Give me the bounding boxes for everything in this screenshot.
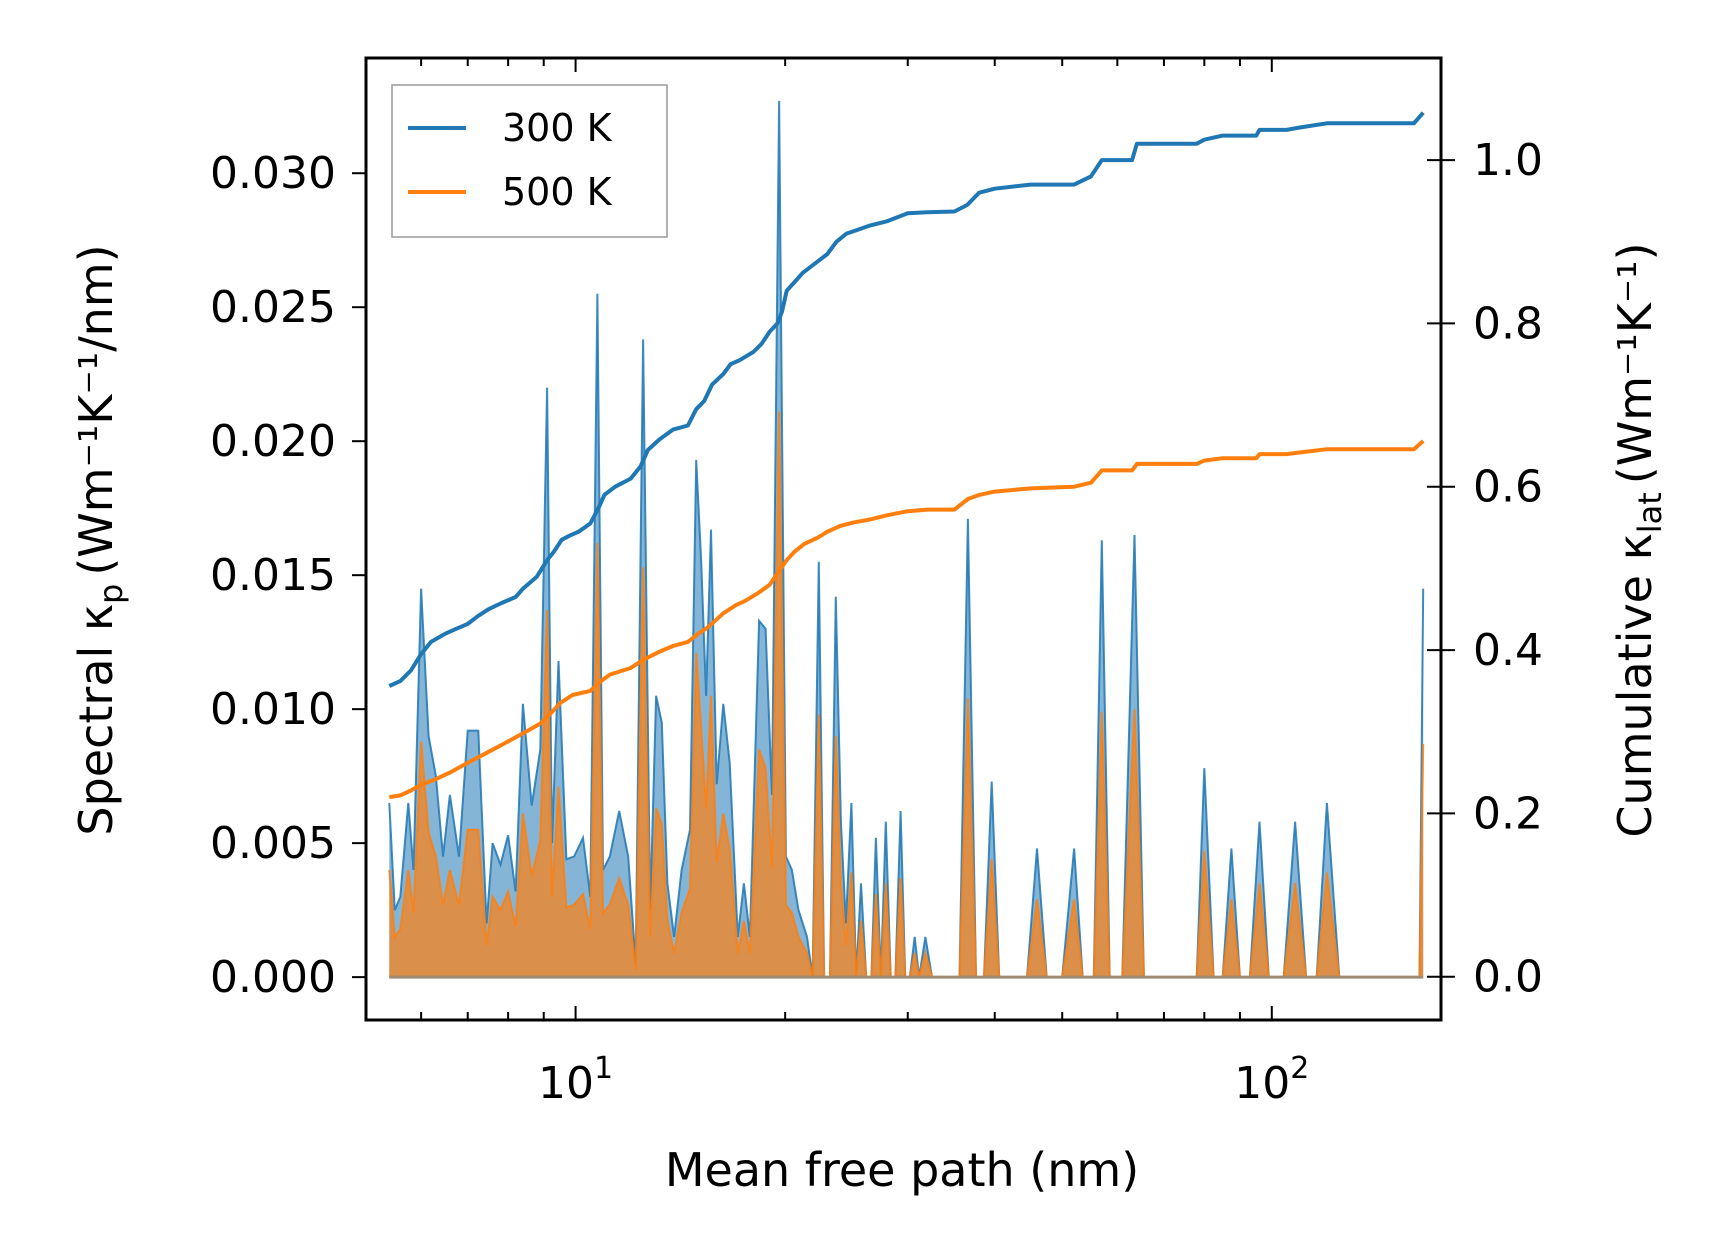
left-y-tick-label: 0.020 — [210, 416, 336, 467]
left-y-tick-label: 0.030 — [210, 148, 336, 199]
x-axis-label: Mean free path (nm) — [665, 1143, 1139, 1197]
legend-box — [391, 84, 668, 238]
left-y-tick-label: 0.025 — [210, 282, 336, 333]
legend-label-500k: 500 K — [502, 170, 613, 214]
right-y-tick-label: 0.6 — [1473, 462, 1543, 513]
left-y-tick-label: 0.000 — [210, 952, 336, 1003]
left-y-tick-label: 0.015 — [210, 550, 336, 601]
cumulative-line-500k — [388, 439, 1425, 800]
legend-label-300k: 300 K — [502, 106, 613, 150]
cumulative-line-300k — [388, 111, 1425, 688]
right-y-tick-label: 0.8 — [1473, 298, 1543, 349]
plot-frame — [364, 56, 1443, 1022]
legend: 300 K 500 K — [391, 84, 668, 238]
x-tick-label-2: 102 — [1234, 1051, 1309, 1109]
right-y-tick-label: 0.0 — [1473, 952, 1543, 1003]
left-y-tick-label: 0.010 — [210, 684, 336, 735]
x-tick-label-1: 101 — [538, 1051, 613, 1109]
left-y-axis-label: Spectral κp(Wm⁻¹K⁻¹/nm) — [69, 244, 130, 835]
right-y-axis-label: Cumulative κlat(Wm⁻¹K⁻¹) — [1608, 242, 1669, 837]
left-y-tick-label: 0.005 — [210, 818, 336, 869]
plot-area — [388, 100, 1425, 979]
right-y-tick-label: 0.2 — [1473, 788, 1543, 839]
right-y-tick-label: 1.0 — [1473, 135, 1543, 186]
right-y-tick-label: 0.4 — [1473, 625, 1543, 676]
